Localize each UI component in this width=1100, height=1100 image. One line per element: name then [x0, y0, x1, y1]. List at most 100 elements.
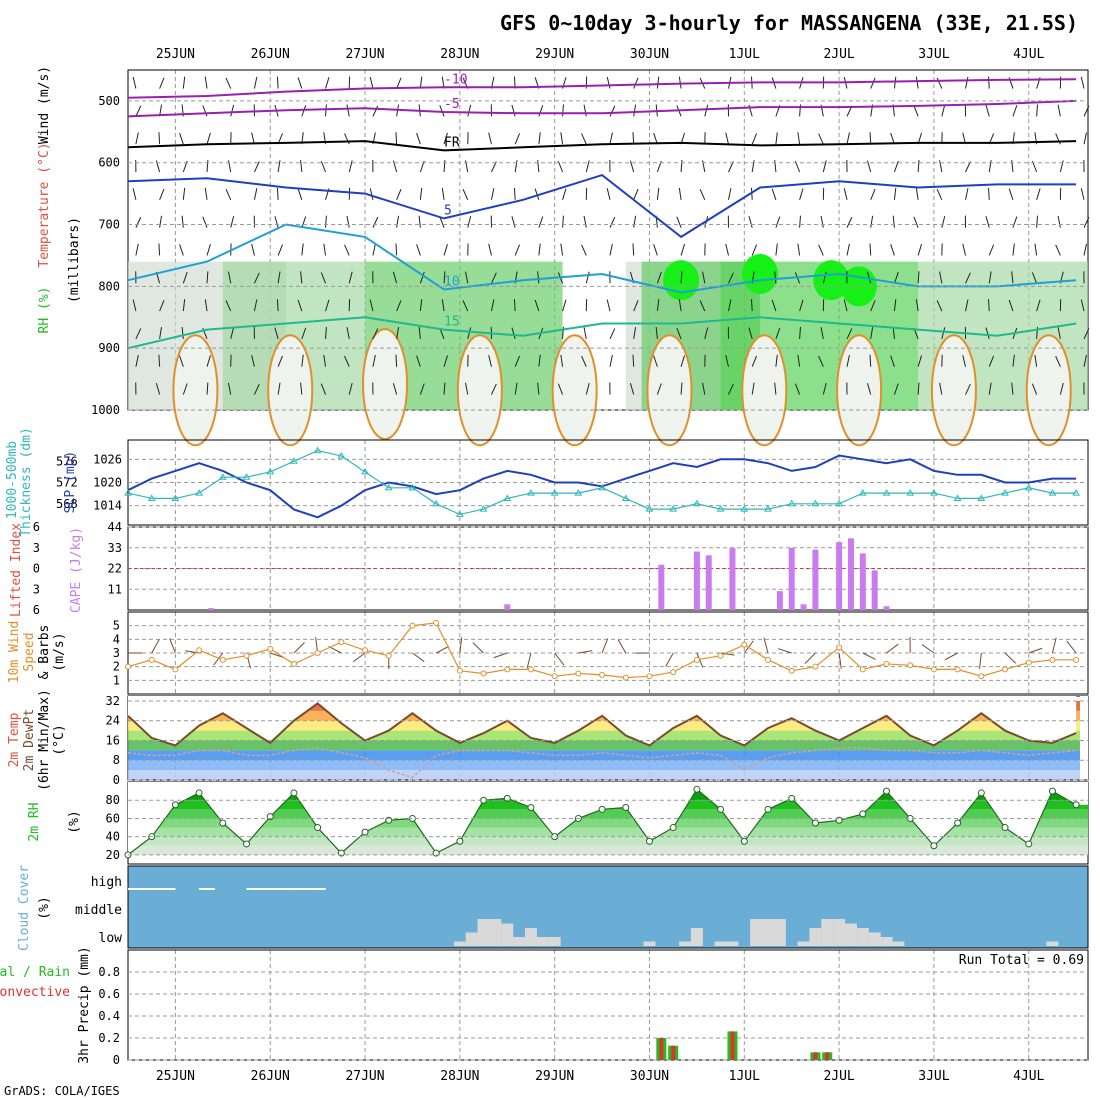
- y-tick: 800: [98, 279, 120, 293]
- rh-marker: [598, 805, 606, 813]
- temp-band: [128, 730, 1088, 741]
- wind-barb: [277, 382, 281, 395]
- y-tick: 80: [106, 793, 120, 807]
- isotherm-label: FR: [444, 135, 460, 150]
- cloud-bar: [548, 937, 561, 946]
- wind-barb: [941, 327, 946, 340]
- rh-band: [128, 836, 1088, 846]
- wind-barb: [159, 327, 163, 339]
- series-marker: [455, 510, 464, 517]
- y-tick: 4: [113, 632, 120, 646]
- rh-marker: [290, 789, 298, 797]
- wind-barb: [538, 216, 544, 228]
- wind-barb: [866, 383, 872, 395]
- y-tick: 700: [98, 218, 120, 232]
- y-tick-right: 1026: [93, 452, 122, 466]
- rh-marker: [954, 819, 962, 827]
- wind-barb: [656, 272, 662, 284]
- wind-barb: [182, 383, 188, 395]
- cape-panel: 11 22 33 44 6 3 0 3 6 Lifted Index CAPE (J/kg): [9, 520, 1089, 617]
- wind-barb: [1008, 299, 1014, 312]
- wind-barb: [913, 105, 919, 117]
- wind-barb: [441, 299, 445, 312]
- series-marker: [811, 499, 820, 507]
- wind-barb: [443, 355, 448, 367]
- wind-barb: [459, 637, 463, 654]
- isotherm-label: 15: [444, 315, 460, 330]
- wind-barb: [1083, 132, 1087, 145]
- cloud-bar: [1046, 941, 1059, 946]
- series-marker: [858, 489, 867, 496]
- series-marker: [124, 489, 132, 496]
- date-label-top: 2JUL: [823, 47, 854, 62]
- wind-barb: [601, 638, 609, 654]
- rh-shading: [128, 254, 1088, 447]
- wind-barb: [182, 187, 186, 200]
- wind-barb: [514, 382, 518, 395]
- wind-barb: [276, 76, 279, 89]
- cloud-bar: [477, 919, 490, 946]
- wind-barb: [797, 354, 801, 367]
- date-label-bottom: 29JUN: [535, 1069, 574, 1084]
- wind-barb: [151, 639, 160, 654]
- cloud-bar: [465, 932, 478, 946]
- axis-label: (%): [37, 896, 52, 919]
- wind-barb: [846, 354, 850, 367]
- wind-barb: [656, 76, 660, 89]
- wind-barb: [656, 383, 662, 395]
- rh-core: [742, 254, 779, 294]
- wind-barb: [323, 354, 327, 367]
- wind-barb: [392, 383, 398, 395]
- wind-barb: [300, 271, 303, 284]
- date-label-bottom: 2JUL: [823, 1069, 854, 1084]
- wind-barb: [870, 188, 876, 201]
- y-tick: 40: [106, 830, 120, 844]
- wind-barb: [325, 326, 327, 339]
- wind-barb: [493, 652, 508, 659]
- wind-barb: [538, 243, 541, 256]
- rh-marker: [669, 824, 677, 832]
- high-cloud-bar: [128, 888, 176, 890]
- wind-barb: [846, 328, 853, 340]
- cape-bar: [847, 538, 854, 610]
- wind-marker: [362, 647, 369, 654]
- wind-barb: [538, 105, 544, 117]
- wind-barbs: [132, 76, 1090, 395]
- y-tick-left: 576: [56, 454, 78, 468]
- wind-barb: [419, 383, 425, 395]
- wind-barb: [988, 299, 990, 312]
- wind-barb: [206, 271, 209, 284]
- wind-barb: [775, 327, 781, 340]
- wind-marker: [433, 619, 440, 626]
- wind-barb: [135, 354, 139, 367]
- wind-barb: [869, 243, 872, 256]
- wind-barb: [443, 160, 446, 173]
- series-line: [127, 449, 1077, 516]
- rh-marker: [456, 837, 464, 845]
- axis-label: 2m Temp: [7, 712, 22, 767]
- wind-barb: [323, 243, 327, 256]
- series-marker: [574, 489, 583, 496]
- y-tick: 3: [113, 646, 120, 660]
- wind-barb: [893, 187, 897, 200]
- series-marker: [669, 505, 678, 512]
- cape-bar: [207, 608, 214, 610]
- wind-barb: [962, 355, 967, 367]
- temp-blob: [172, 334, 219, 447]
- wind-barb: [159, 300, 165, 312]
- cloud-bar: [880, 937, 893, 946]
- wind-barb: [511, 216, 516, 228]
- wind-barb: [562, 188, 567, 200]
- wind-barb: [915, 299, 919, 312]
- wind-barb: [179, 355, 184, 367]
- high-cloud-bar: [246, 888, 294, 890]
- wind-barb: [253, 188, 258, 200]
- wind-barb: [206, 132, 211, 145]
- wind-barb: [581, 133, 587, 145]
- wind-barb: [396, 77, 402, 89]
- wind-barb: [609, 216, 616, 228]
- rh-marker: [195, 789, 203, 797]
- wind-barb: [892, 215, 895, 228]
- y-tick: 16: [106, 733, 120, 747]
- isotherm-label: 5: [444, 203, 452, 218]
